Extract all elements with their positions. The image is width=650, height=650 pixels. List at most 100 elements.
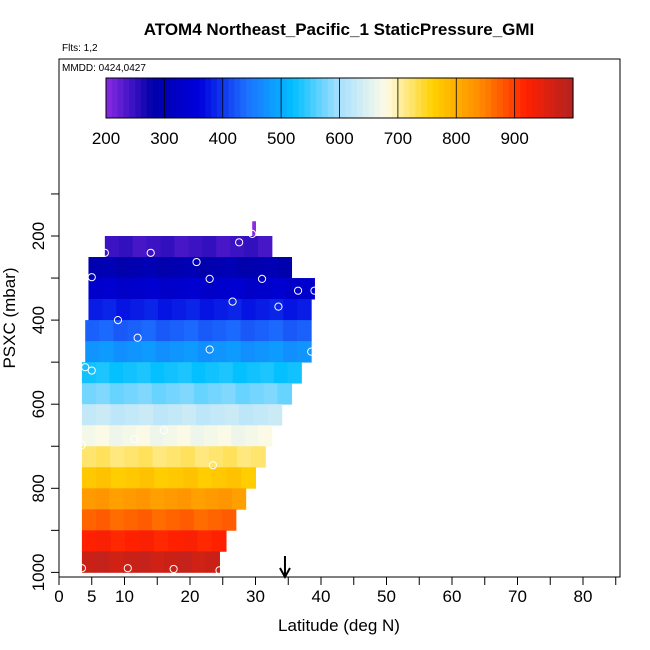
data-band-cell <box>184 320 199 342</box>
x-axis: 0 5 10 20 30 40 50 60 70 80 <box>54 577 617 606</box>
colorbar-segment <box>456 78 463 118</box>
colorbar-segment <box>491 78 498 118</box>
latitude-marker-arrow <box>279 556 291 580</box>
colorbar-tick-label: 800 <box>442 129 470 148</box>
data-band-cell <box>122 488 138 510</box>
colorbar-segment <box>421 78 428 118</box>
data-band-cell <box>182 530 198 552</box>
colorbar-segment <box>502 78 510 118</box>
data-band-cell <box>223 446 238 468</box>
data-band-cell <box>115 257 130 279</box>
data-band-cell <box>141 320 157 342</box>
x-tick-label: 0 <box>54 587 63 606</box>
data-point <box>169 564 178 574</box>
data-band-cell <box>81 425 96 447</box>
data-band-cell <box>240 320 256 342</box>
data-point <box>307 347 316 356</box>
data-points <box>77 229 319 575</box>
colorbar-segment <box>333 78 341 118</box>
data-point <box>274 302 283 311</box>
data-band-cell <box>123 383 139 405</box>
colorbar-segment <box>205 78 212 118</box>
data-band-cell <box>253 404 268 426</box>
data-band-cell <box>207 509 223 531</box>
colorbar-segment <box>450 78 457 118</box>
flights-note: Flts: 1,2 <box>62 43 98 54</box>
y-tick-label: 1000 <box>29 553 48 591</box>
data-band-cell <box>99 341 114 363</box>
colorbar-segment <box>199 78 206 118</box>
data-band-cell <box>273 362 289 384</box>
data-point <box>133 333 142 342</box>
colorbar-segment <box>141 78 148 118</box>
data-band-cell <box>201 278 217 300</box>
data-band-cell <box>188 236 203 258</box>
data-band-cell <box>193 509 209 531</box>
data-point <box>248 229 257 238</box>
colorbar <box>105 77 574 119</box>
colorbar-segment <box>526 78 533 118</box>
data-band-cell <box>217 425 232 447</box>
data-point <box>113 316 123 325</box>
colorbar-segment <box>362 78 370 118</box>
data-band-cell <box>229 278 245 300</box>
data-band-cell <box>166 446 182 468</box>
data-point <box>87 273 96 282</box>
data-band-cell <box>95 551 110 573</box>
colorbar-segment <box>292 78 300 118</box>
data-band-cell <box>125 467 141 489</box>
data-point <box>235 238 244 247</box>
data-band-cell <box>283 299 298 321</box>
data-point <box>81 363 90 372</box>
colorbar-segment <box>467 78 475 118</box>
data-band-cell <box>123 509 139 531</box>
colorbar-segment <box>438 78 446 118</box>
data-band-cell <box>163 488 178 510</box>
colorbar-segment <box>380 78 387 118</box>
data-band-cell <box>212 341 227 363</box>
data-band-cell <box>264 257 279 279</box>
data-band-cell <box>127 341 143 363</box>
colorbar-segment <box>146 78 154 118</box>
data-band-cell <box>263 383 279 405</box>
data-point <box>310 286 319 295</box>
data-band-cell <box>210 257 225 279</box>
data-band-cell <box>118 236 134 258</box>
data-band-cell <box>244 425 259 447</box>
colorbar-segment <box>257 78 265 118</box>
data-band-cell <box>169 320 185 342</box>
data-band-cell <box>96 530 112 552</box>
data-band-cell <box>171 299 187 321</box>
data-band-cell <box>219 362 234 384</box>
data-point <box>228 297 237 306</box>
data-band-cell <box>197 467 213 489</box>
data-band-cell <box>184 341 199 363</box>
x-tick-label: 10 <box>115 587 134 606</box>
data-band-cell <box>249 383 265 405</box>
x-tick-label: 20 <box>181 587 200 606</box>
x-tick-label: 80 <box>574 587 593 606</box>
data-band-cell <box>116 299 131 321</box>
data-band-cell <box>287 362 302 384</box>
data-band-cell <box>221 383 237 405</box>
data-band-cell <box>96 467 112 489</box>
data-band-cell <box>187 278 202 300</box>
colorbar-segment <box>281 78 288 118</box>
colorbar-segment <box>357 78 364 118</box>
data-band-cell <box>110 530 126 552</box>
colorbar-segment <box>129 78 136 118</box>
colorbar-segment <box>170 78 177 118</box>
colorbar-segment <box>228 78 236 118</box>
data-point <box>192 257 201 267</box>
data-band-cell <box>232 362 247 384</box>
colorbar-tick-label: 600 <box>325 129 353 148</box>
colorbar-segment <box>275 78 282 118</box>
data-band-cell <box>85 320 100 342</box>
colorbar-segment <box>543 78 551 118</box>
data-band-cell <box>254 320 270 342</box>
data-band-cell <box>150 551 165 573</box>
data-band-cell <box>297 320 312 342</box>
x-tick-label: 30 <box>246 587 265 606</box>
data-band-cell <box>81 446 97 468</box>
